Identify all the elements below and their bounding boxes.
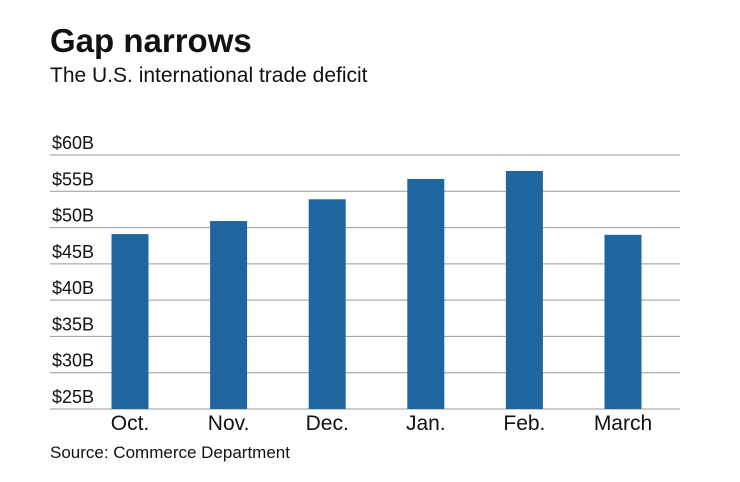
bar <box>505 170 543 409</box>
chart-title: Gap narrows <box>50 22 252 59</box>
x-tick-label: Nov. <box>208 412 250 435</box>
bar <box>407 178 445 409</box>
bar <box>308 199 346 409</box>
source-note: Source: Commerce Department <box>50 443 290 462</box>
y-tick-label: $30B <box>52 351 94 371</box>
y-tick-label: $55B <box>52 169 94 189</box>
x-tick-label: Oct. <box>111 412 150 435</box>
x-tick-label: Jan. <box>406 412 446 435</box>
y-tick-label: $50B <box>52 206 94 226</box>
y-tick-label: $60B <box>52 133 94 153</box>
x-tick-label: Dec. <box>306 412 349 435</box>
y-tick-label: $25B <box>52 387 94 407</box>
bar <box>111 234 149 409</box>
bar <box>604 234 642 409</box>
y-tick-label: $35B <box>52 314 94 334</box>
chart-subtitle: The U.S. international trade deficit <box>50 64 368 87</box>
bar <box>210 221 248 409</box>
x-tick-label: March <box>594 412 652 435</box>
x-tick-label: Feb. <box>503 412 545 435</box>
y-tick-label: $45B <box>52 242 94 262</box>
y-tick-label: $40B <box>52 278 94 298</box>
